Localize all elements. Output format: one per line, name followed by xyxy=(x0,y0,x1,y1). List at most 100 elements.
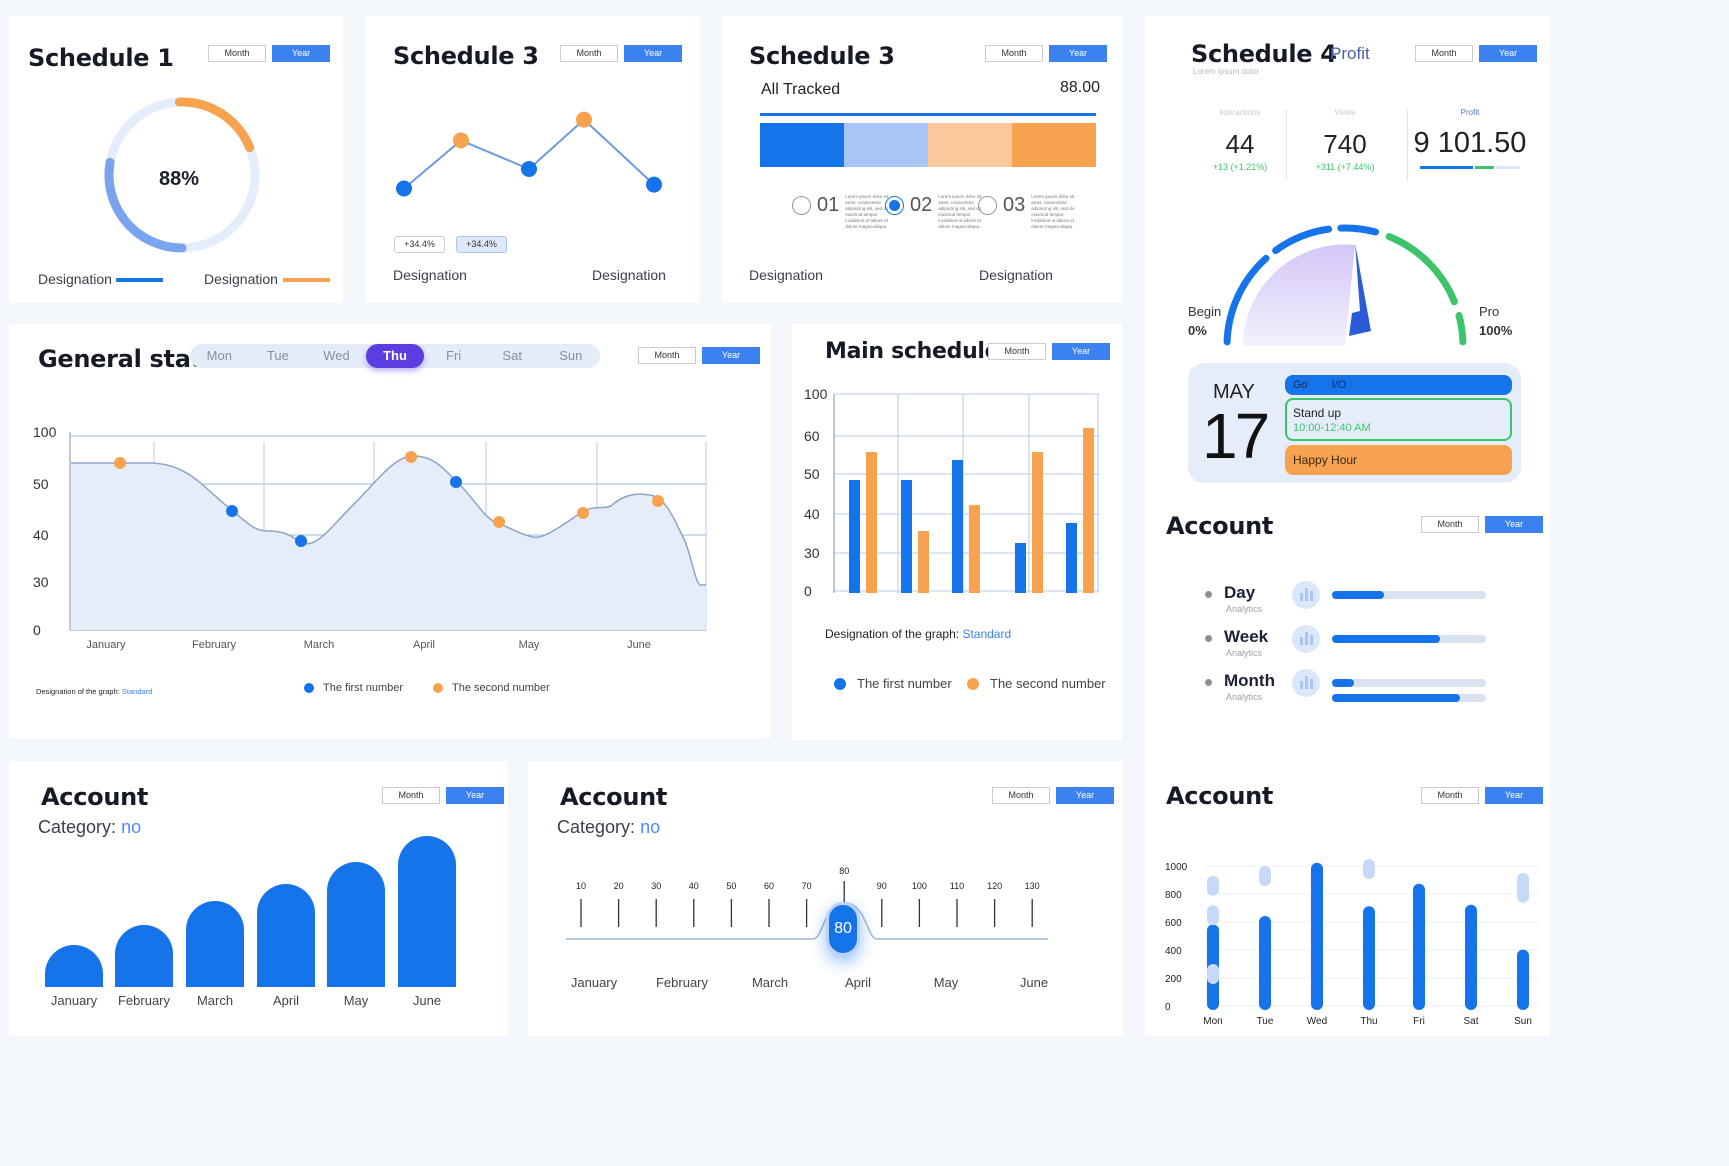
slider-tick-label: 20 xyxy=(614,881,624,891)
year-button[interactable]: Year xyxy=(1056,787,1114,804)
legend-label: The first number xyxy=(857,676,952,691)
year-button[interactable]: Year xyxy=(702,347,760,364)
stat-divider xyxy=(1407,109,1408,181)
arch-bar-april xyxy=(257,884,315,987)
month-button[interactable]: Month xyxy=(985,45,1043,62)
calendar-month: MAY xyxy=(1213,381,1255,403)
year-button[interactable]: Year xyxy=(1049,45,1107,62)
account-analytics-title: Account xyxy=(1166,512,1274,540)
donut-arc-blue xyxy=(104,157,187,253)
x-tick-label: Sun xyxy=(1514,1016,1532,1027)
slider-tick-label: 120 xyxy=(987,881,1002,891)
year-button[interactable]: Year xyxy=(446,787,504,804)
year-button[interactable]: Year xyxy=(1479,45,1537,62)
profit-progress-bar xyxy=(1420,166,1520,169)
x-tick-label: Mon xyxy=(1203,1016,1222,1027)
tab-tue[interactable]: Tue xyxy=(266,348,289,363)
tab-wed[interactable]: Wed xyxy=(323,348,350,363)
general-stats-card: General stats Mon Tue Wed Thu Fri Sat Sun Mont… xyxy=(9,324,771,738)
y-tick-label: 100 xyxy=(804,386,828,402)
event-happy-hour[interactable]: Happy Hour xyxy=(1285,445,1512,475)
profit-progress-rest xyxy=(1496,166,1520,169)
stat-label: Views xyxy=(1334,108,1356,117)
bar-first-number xyxy=(952,460,963,593)
second-number-point xyxy=(652,495,664,507)
year-button[interactable]: Year xyxy=(1485,516,1543,533)
analytics-label: Week xyxy=(1224,627,1269,646)
option-01[interactable]: 01 Lorem ipsum dolor sit amet, consectet… xyxy=(792,194,891,236)
year-button[interactable]: Year xyxy=(624,45,682,62)
legend-label: The second number xyxy=(452,682,550,694)
tab-sat[interactable]: Sat xyxy=(502,348,522,363)
year-button[interactable]: Year xyxy=(1485,787,1543,804)
analytics-bar-fill xyxy=(1332,591,1385,599)
stat-label: Interactions xyxy=(1219,108,1261,117)
month-button[interactable]: Month xyxy=(382,787,440,804)
stat-value: 9 101.50 xyxy=(1413,127,1527,159)
event-go-io[interactable]: Go I/O xyxy=(1285,375,1512,395)
account-slider-title: Account xyxy=(560,783,668,811)
month-button[interactable]: Month xyxy=(1421,516,1479,533)
radio-checked-icon[interactable] xyxy=(885,196,904,215)
graph-designation-value: Standard xyxy=(962,627,1012,641)
schedule3-line-title: Schedule 3 xyxy=(393,42,539,70)
analytics-row-week[interactable]: Week Analytics xyxy=(1205,623,1495,663)
month-button[interactable]: Month xyxy=(1421,787,1479,804)
second-number-point xyxy=(493,516,505,528)
event-standup[interactable]: Stand up 10:00-12:40 AM xyxy=(1285,398,1512,441)
designation-swatch-orange xyxy=(283,278,330,282)
month-button[interactable]: Month xyxy=(208,45,266,62)
option-number: 02 xyxy=(910,194,933,216)
slider-month-label: January xyxy=(571,975,618,990)
legend-label: The first number xyxy=(323,682,404,694)
legend-dot-orange xyxy=(967,677,979,690)
tab-thu[interactable]: Thu xyxy=(365,344,425,368)
radio-unchecked-icon[interactable] xyxy=(978,196,997,215)
slider-tick-label: 30 xyxy=(651,881,661,891)
analytics-label: Day xyxy=(1224,583,1256,602)
tab-fri[interactable]: Fri xyxy=(446,348,462,363)
account-slider-card: Account Month Year Category: no 10 20 30 40… xyxy=(528,761,1123,1036)
account-bars-period-toggle: Month Year xyxy=(382,787,504,804)
month-button[interactable]: Month xyxy=(638,347,696,364)
month-button[interactable]: Month xyxy=(1415,45,1473,62)
y-tick-label: 50 xyxy=(33,476,49,492)
y-tick-label: 30 xyxy=(33,574,49,590)
line-point xyxy=(453,132,469,149)
gauge-arc-blue xyxy=(1223,254,1270,346)
year-button[interactable]: Year xyxy=(1052,343,1110,360)
area-line xyxy=(71,455,706,586)
designation-label-2: Designation xyxy=(592,267,666,283)
x-tick-label: January xyxy=(86,639,126,651)
month-button[interactable]: Month xyxy=(560,45,618,62)
legend-dot-blue xyxy=(304,683,314,693)
event-sub: I/O xyxy=(1331,379,1347,391)
analytics-row-day[interactable]: Day Analytics xyxy=(1205,579,1495,619)
schedule3-tracked-title: Schedule 3 xyxy=(749,42,895,70)
option-03[interactable]: 03 Lorem ipsum dolor sit amet, consectet… xyxy=(978,194,1077,236)
gauge-end-text: Pro xyxy=(1479,304,1500,319)
month-button[interactable]: Month xyxy=(988,343,1046,360)
designation-label-1: Designation xyxy=(38,271,112,287)
x-tick-label: April xyxy=(273,993,299,1008)
analytics-bar-track xyxy=(1332,635,1486,643)
year-button[interactable]: Year xyxy=(272,45,330,62)
legend-label: The second number xyxy=(990,676,1106,691)
schedule1-period-toggle: Month Year xyxy=(208,45,330,62)
stat-label: Profit xyxy=(1460,108,1480,117)
slider-handle[interactable]: 80 xyxy=(826,902,860,956)
radio-unchecked-icon[interactable] xyxy=(792,196,811,215)
analytics-row-month[interactable]: Month Analytics xyxy=(1205,667,1495,707)
day-tabs: Mon Tue Wed Thu Fri Sat Sun xyxy=(190,344,600,368)
legend-first: The first number xyxy=(834,676,952,691)
schedule3-line-card: Schedule 3 Month Year +34.4% +34.4% Desi… xyxy=(366,16,700,303)
designation-label-2: Designation xyxy=(979,267,1053,283)
tab-mon[interactable]: Mon xyxy=(206,348,232,363)
option-02[interactable]: 02 Lorem ipsum dolor sit amet, consectet… xyxy=(885,194,984,236)
profit-tab[interactable]: Profit xyxy=(1330,44,1370,63)
calendar-day: 17 xyxy=(1202,400,1270,472)
tab-sun[interactable]: Sun xyxy=(559,348,583,363)
first-number-point xyxy=(450,476,462,488)
analytics-label: Month xyxy=(1224,671,1275,690)
month-button[interactable]: Month xyxy=(992,787,1050,804)
